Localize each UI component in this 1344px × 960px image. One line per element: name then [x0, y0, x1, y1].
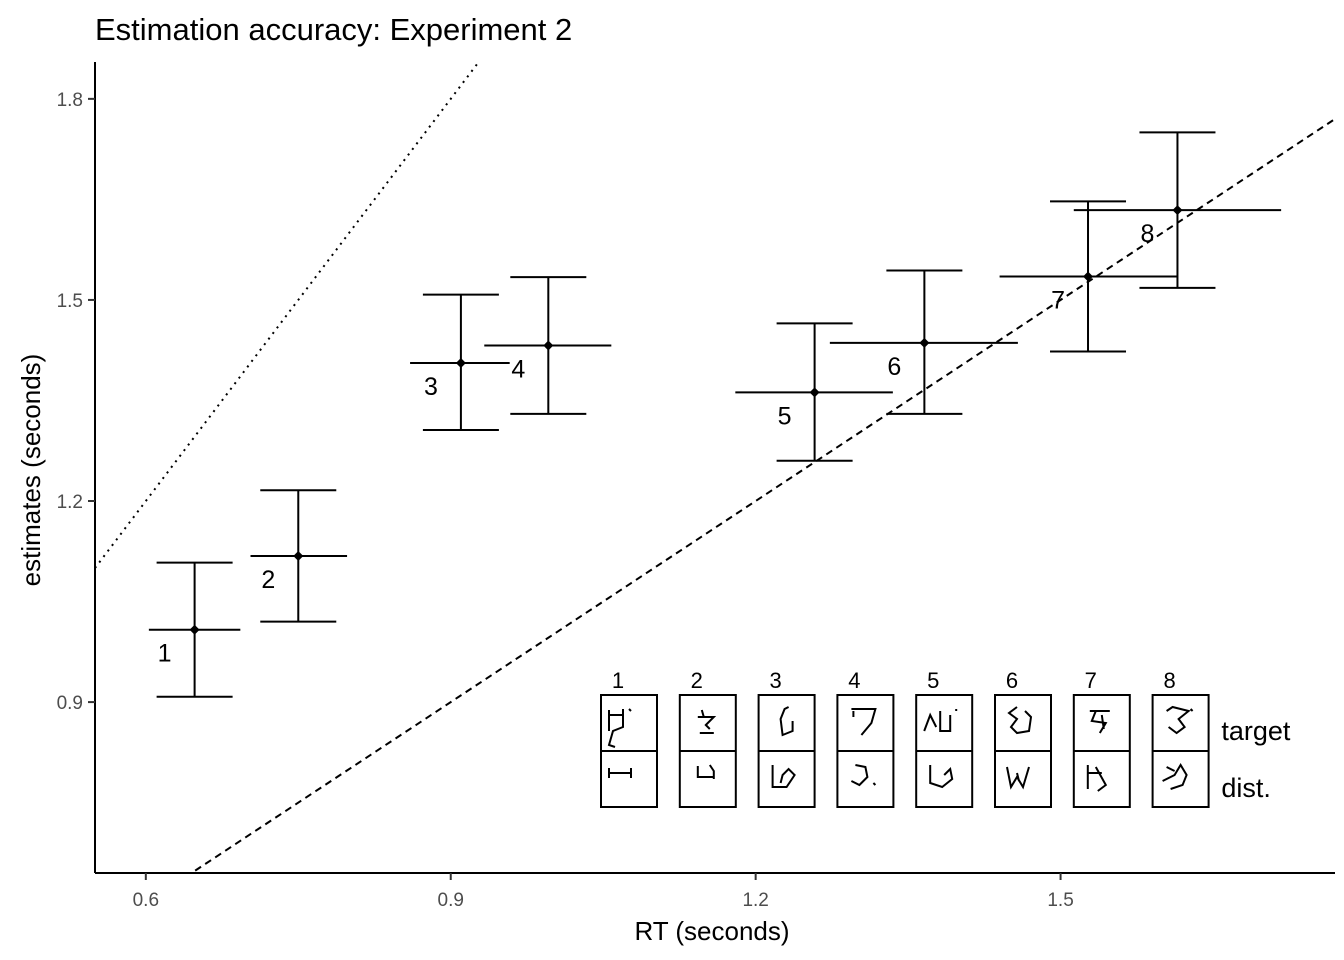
x-axis-title: RT (seconds)	[634, 916, 789, 946]
data-point-7	[1083, 271, 1094, 282]
data-points	[189, 205, 1183, 635]
data-point-3	[455, 357, 466, 368]
data-point-6	[919, 337, 930, 348]
data-point-4	[543, 340, 554, 351]
inset-number-2: 2	[691, 668, 703, 693]
reference-lines	[95, 62, 1335, 873]
inset-number-8: 8	[1163, 668, 1175, 693]
distractor-glyph-2	[696, 764, 715, 779]
inset-number-1: 1	[612, 668, 624, 693]
target-glyph-3	[779, 706, 794, 737]
distractor-glyph-7	[1086, 765, 1108, 792]
inset-target-label: target	[1221, 716, 1291, 746]
x-axis-ticks: 0.6 0.9 1.2 1.5	[133, 873, 1074, 911]
distractor-glyph-1	[608, 768, 632, 778]
inset-number-7: 7	[1085, 668, 1097, 693]
point-label-6: 6	[887, 353, 901, 381]
inset-number-5: 5	[927, 668, 939, 693]
data-point-8	[1172, 205, 1183, 216]
x-tick-label: 0.6	[133, 890, 159, 911]
point-label-7: 7	[1051, 286, 1065, 314]
point-labels: 1 2 3 4 5 6 7 8	[158, 220, 1155, 668]
point-label-1: 1	[158, 640, 172, 668]
y-axis-ticks: 0.9 1.2 1.5 1.8	[57, 90, 95, 714]
target-glyph-2	[697, 709, 717, 734]
data-point-2	[293, 550, 304, 561]
distractor-glyph-3	[771, 765, 796, 788]
target-glyph-5	[923, 709, 958, 732]
inset-number-3: 3	[769, 668, 781, 693]
distractor-glyph-6	[1006, 766, 1030, 790]
inset-dist-label: dist.	[1221, 773, 1271, 803]
y-tick-label: 1.2	[57, 492, 83, 513]
dotted-reference-line	[95, 62, 480, 569]
point-label-8: 8	[1141, 220, 1155, 248]
y-tick-label: 0.9	[57, 693, 83, 714]
y-axis-title: estimates (seconds)	[16, 354, 46, 587]
inset-number-6: 6	[1006, 668, 1018, 693]
point-label-5: 5	[778, 402, 792, 430]
distractor-glyph-8	[1162, 763, 1188, 790]
y-tick-label: 1.8	[57, 90, 83, 111]
x-tick-label: 1.5	[1047, 890, 1073, 911]
chart-title: Estimation accuracy: Experiment 2	[95, 12, 572, 47]
target-glyph-4	[851, 708, 877, 736]
y-tick-label: 1.5	[57, 291, 83, 312]
point-label-3: 3	[424, 373, 438, 401]
target-glyph-1	[607, 708, 632, 748]
x-tick-label: 0.9	[438, 890, 464, 911]
x-tick-label: 1.2	[742, 890, 768, 911]
dashed-reference-line	[189, 118, 1335, 873]
distractor-glyph-4	[850, 764, 877, 787]
error-bars	[148, 131, 1282, 698]
distractor-glyph-5	[929, 765, 954, 789]
target-glyph-6	[1007, 706, 1033, 735]
stimulus-inset: 1 2 3 4 5 6 7 8 target dist.	[600, 668, 1291, 808]
point-label-4: 4	[511, 356, 525, 384]
inset-number-4: 4	[848, 668, 860, 693]
target-glyph-7	[1089, 710, 1110, 734]
data-point-1	[189, 624, 200, 635]
data-point-5	[809, 387, 820, 398]
point-label-2: 2	[261, 566, 275, 594]
target-glyph-8	[1166, 705, 1194, 735]
